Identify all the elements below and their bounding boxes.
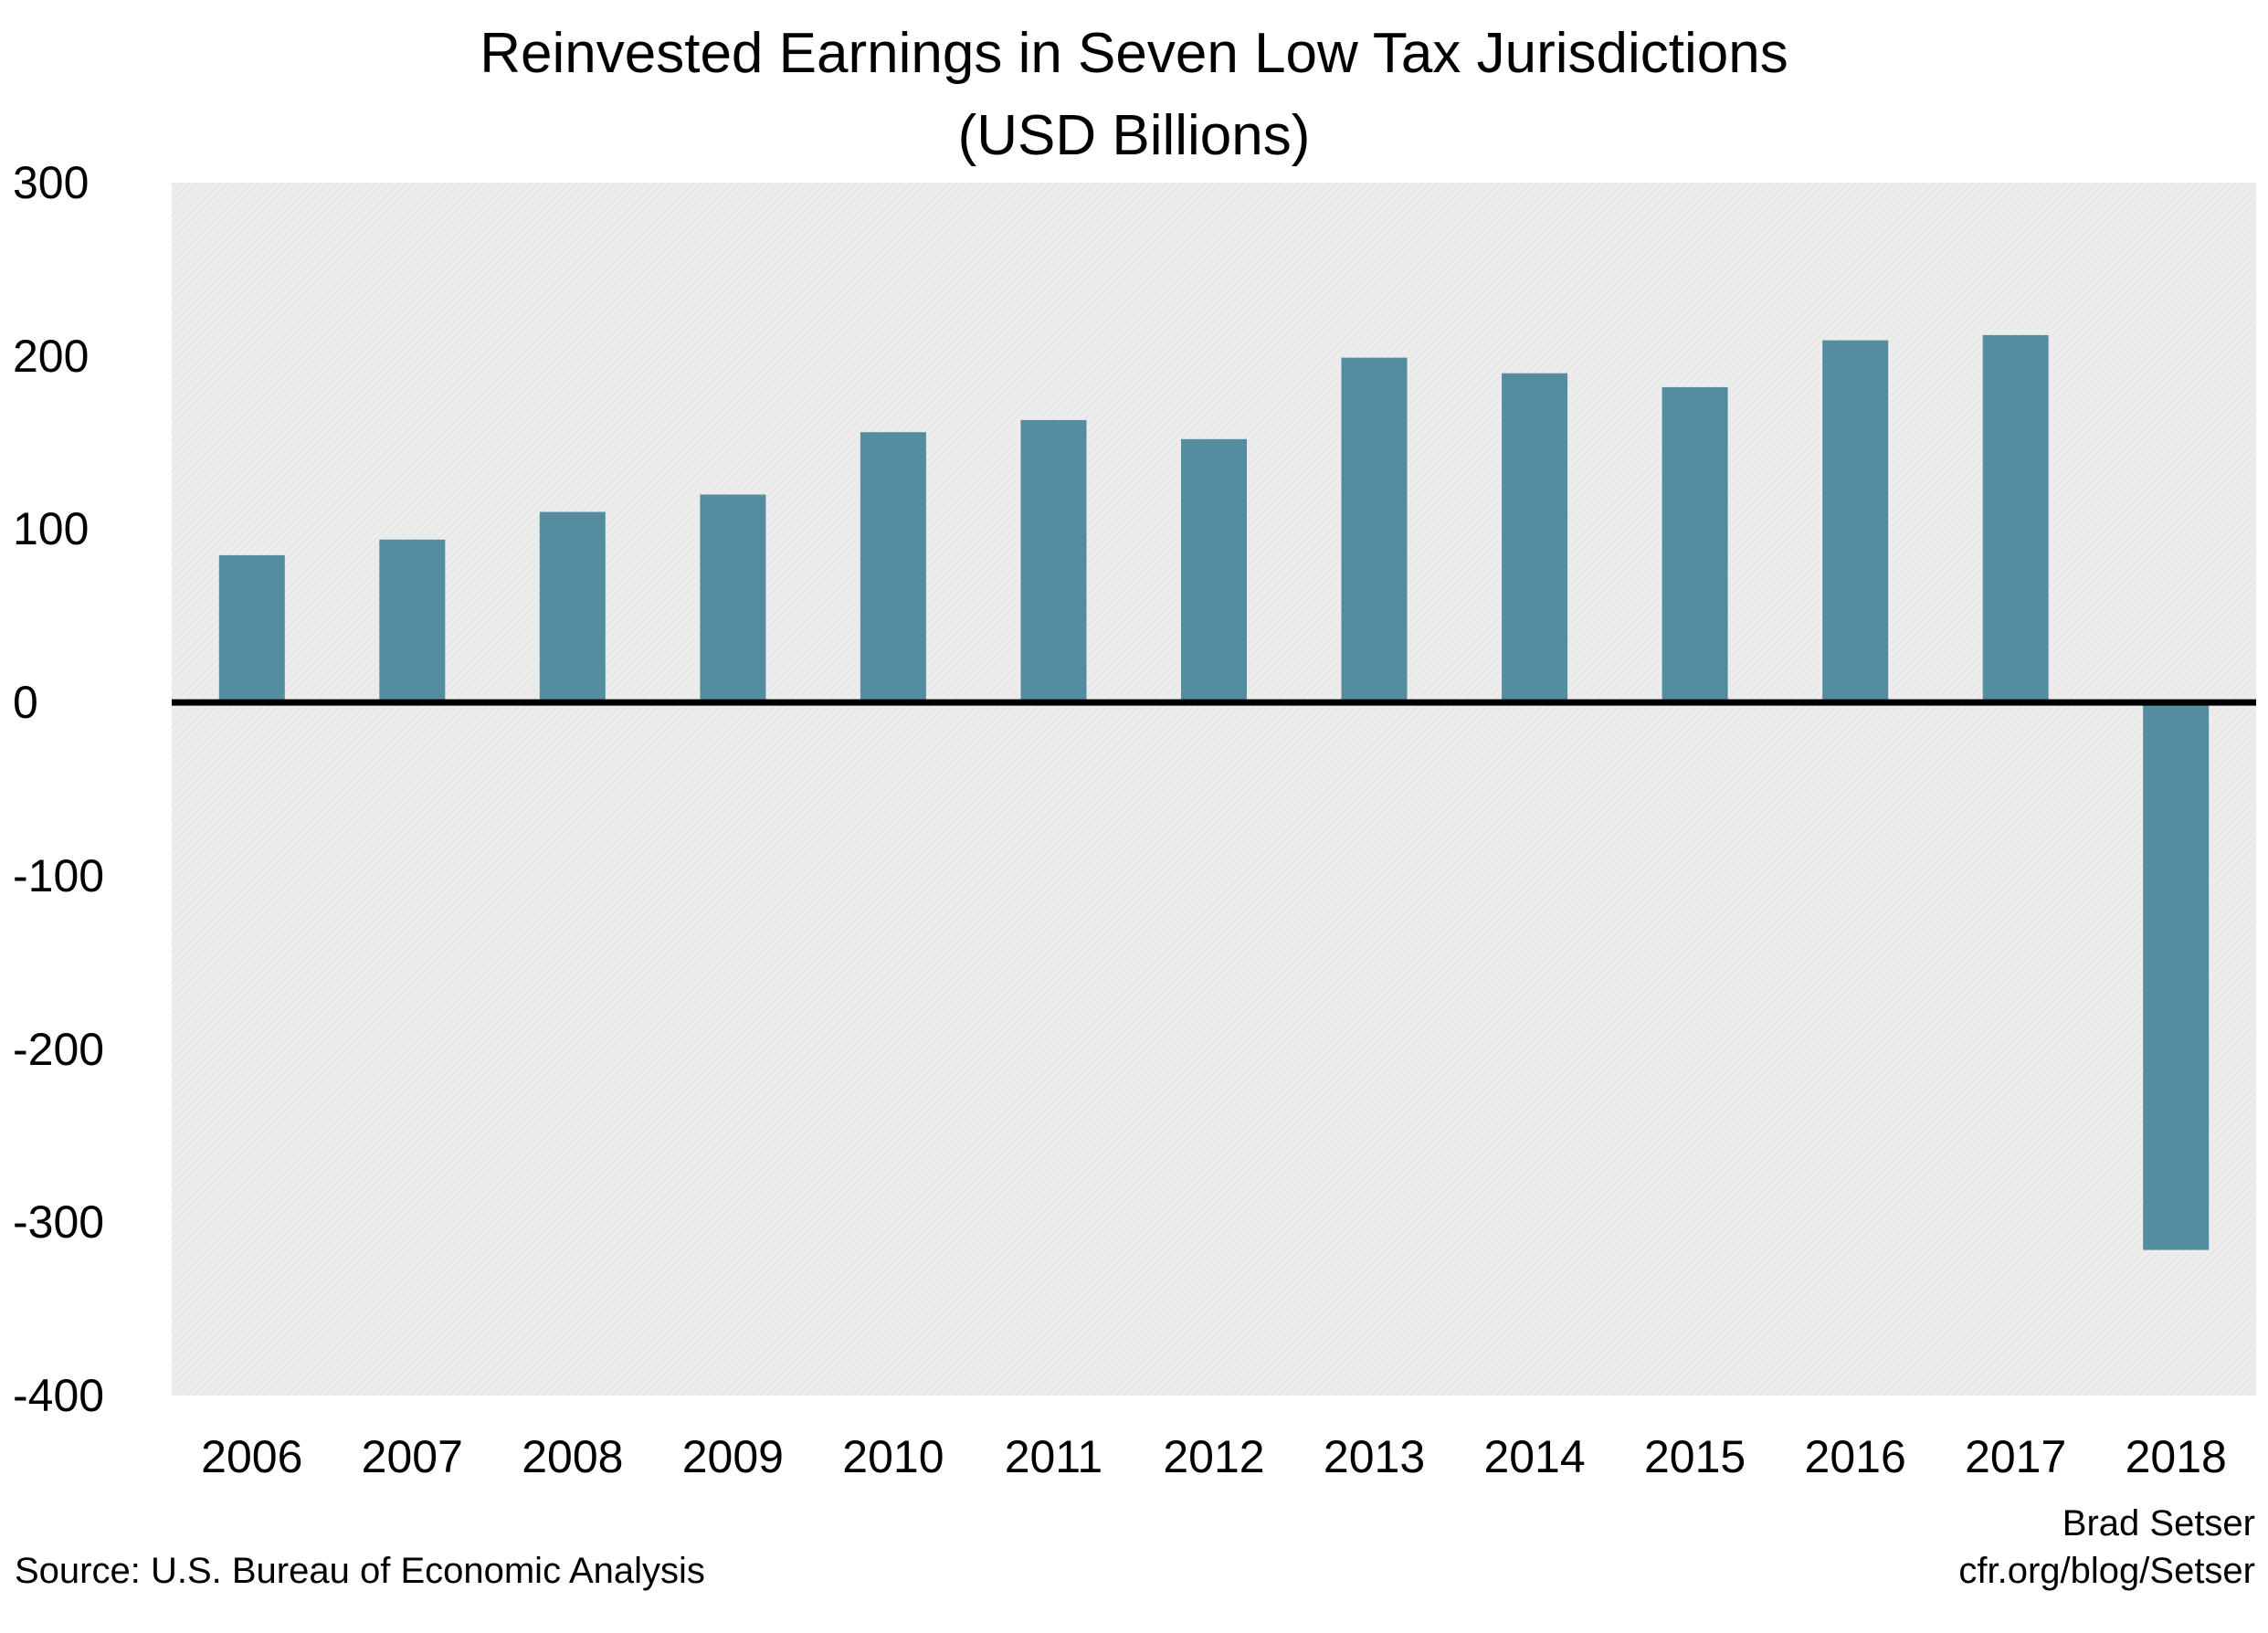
y-tick-label: 300 — [13, 157, 90, 208]
x-tick-label-2014: 2014 — [1483, 1431, 1586, 1482]
y-tick-label: -400 — [13, 1370, 105, 1421]
bar-2014 — [1502, 373, 1568, 703]
x-tick-label-2018: 2018 — [2125, 1431, 2227, 1482]
x-tick-label-2013: 2013 — [1323, 1431, 1426, 1482]
x-tick-label-2017: 2017 — [1965, 1431, 2067, 1482]
y-tick-label: 0 — [13, 677, 38, 729]
y-tick-label: -200 — [13, 1023, 105, 1075]
bar-2018 — [2143, 702, 2210, 1250]
bar-2017 — [1982, 334, 2049, 703]
x-tick-label-2011: 2011 — [1004, 1431, 1103, 1482]
chart-title: Reinvested Earnings in Seven Low Tax Jur… — [480, 22, 1788, 85]
bar-2010 — [860, 432, 926, 703]
bar-2011 — [1020, 419, 1087, 703]
chart-subtitle: (USD Billions) — [957, 104, 1311, 167]
plot-area — [172, 183, 2256, 1396]
x-tick-label-2008: 2008 — [522, 1431, 624, 1482]
y-tick-label: 200 — [13, 330, 90, 382]
y-tick-label: 100 — [13, 503, 90, 555]
bar-2009 — [700, 494, 766, 703]
bar-2016 — [1822, 340, 1889, 703]
bar-2015 — [1661, 386, 1728, 703]
bar-2008 — [539, 511, 606, 703]
source-note: Source: U.S. Bureau of Economic Analysis — [15, 1551, 705, 1591]
x-tick-label-2012: 2012 — [1163, 1431, 1265, 1482]
author-url: cfr.org/blog/Setser — [1958, 1551, 2255, 1591]
bar-2007 — [379, 539, 446, 703]
x-tick-label-2006: 2006 — [201, 1431, 303, 1482]
x-tick-label-2009: 2009 — [681, 1431, 784, 1482]
y-tick-label: -300 — [13, 1196, 105, 1248]
bar-2013 — [1341, 357, 1408, 703]
author-credit: Brad Setser — [2062, 1503, 2255, 1543]
bar-2006 — [218, 554, 285, 703]
x-tick-label-2010: 2010 — [842, 1431, 944, 1482]
x-tick-label-2007: 2007 — [361, 1431, 463, 1482]
x-tick-label-2016: 2016 — [1804, 1431, 1906, 1482]
x-tick-label-2015: 2015 — [1643, 1431, 1746, 1482]
y-tick-label: -100 — [13, 849, 105, 901]
bar-2012 — [1181, 438, 1247, 703]
